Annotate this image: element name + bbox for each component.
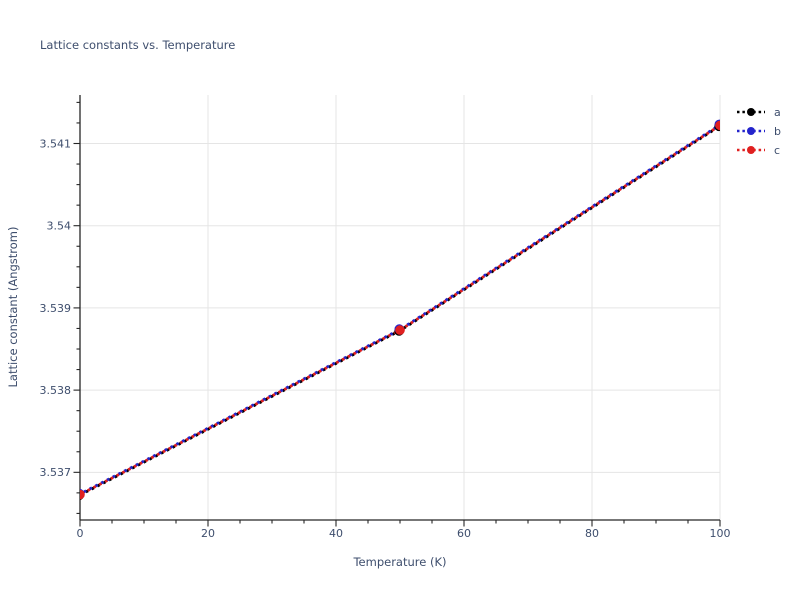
x-tick-label: 40: [329, 527, 343, 540]
y-tick-label: 3.538: [40, 384, 72, 397]
legend-label: c: [774, 143, 781, 157]
marker-c: [80, 489, 85, 500]
tick-labels: 0 20 40 60 80 100 3.537 3.538 3.539 3.54 3.541: [40, 137, 731, 540]
legend-marker-icon: [747, 108, 755, 116]
y-tick-label: 3.54: [47, 220, 72, 233]
marker-c: [395, 325, 405, 335]
chart-title: Lattice constants vs. Temperature: [40, 38, 236, 52]
marker-c: [715, 120, 720, 131]
series-line-a: [80, 124, 720, 497]
legend-line-sample-c: [737, 146, 765, 154]
legend-line-sample-b: [737, 127, 765, 135]
legend-label: a: [774, 105, 781, 119]
series-line-c: [80, 124, 720, 496]
y-tick-label: 3.541: [40, 137, 72, 150]
legend-line-sample-a: [737, 108, 765, 116]
data-series: [80, 119, 720, 501]
legend-entry-b: b: [736, 123, 781, 139]
legend-marker-icon: [747, 146, 755, 154]
legend-entry-c: c: [736, 142, 781, 158]
x-tick-label: 100: [710, 527, 731, 540]
legend-entry-a: a: [736, 104, 781, 120]
x-tick-label: 80: [585, 527, 599, 540]
x-axis-title: Temperature (K): [353, 555, 447, 569]
legend-label: b: [774, 124, 781, 138]
y-tick-label: 3.539: [40, 302, 72, 315]
axis-ticks: [73, 101, 721, 527]
x-tick-label: 0: [77, 527, 84, 540]
x-tick-label: 60: [457, 527, 471, 540]
legend-marker-icon: [747, 127, 755, 135]
y-axis-title: Lattice constant (Angstrom): [6, 226, 20, 388]
gridlines: [79, 95, 721, 520]
x-tick-label: 20: [201, 527, 215, 540]
axis-spines: [79, 95, 720, 521]
series-line-b: [80, 123, 720, 496]
y-tick-label: 3.537: [40, 466, 72, 479]
